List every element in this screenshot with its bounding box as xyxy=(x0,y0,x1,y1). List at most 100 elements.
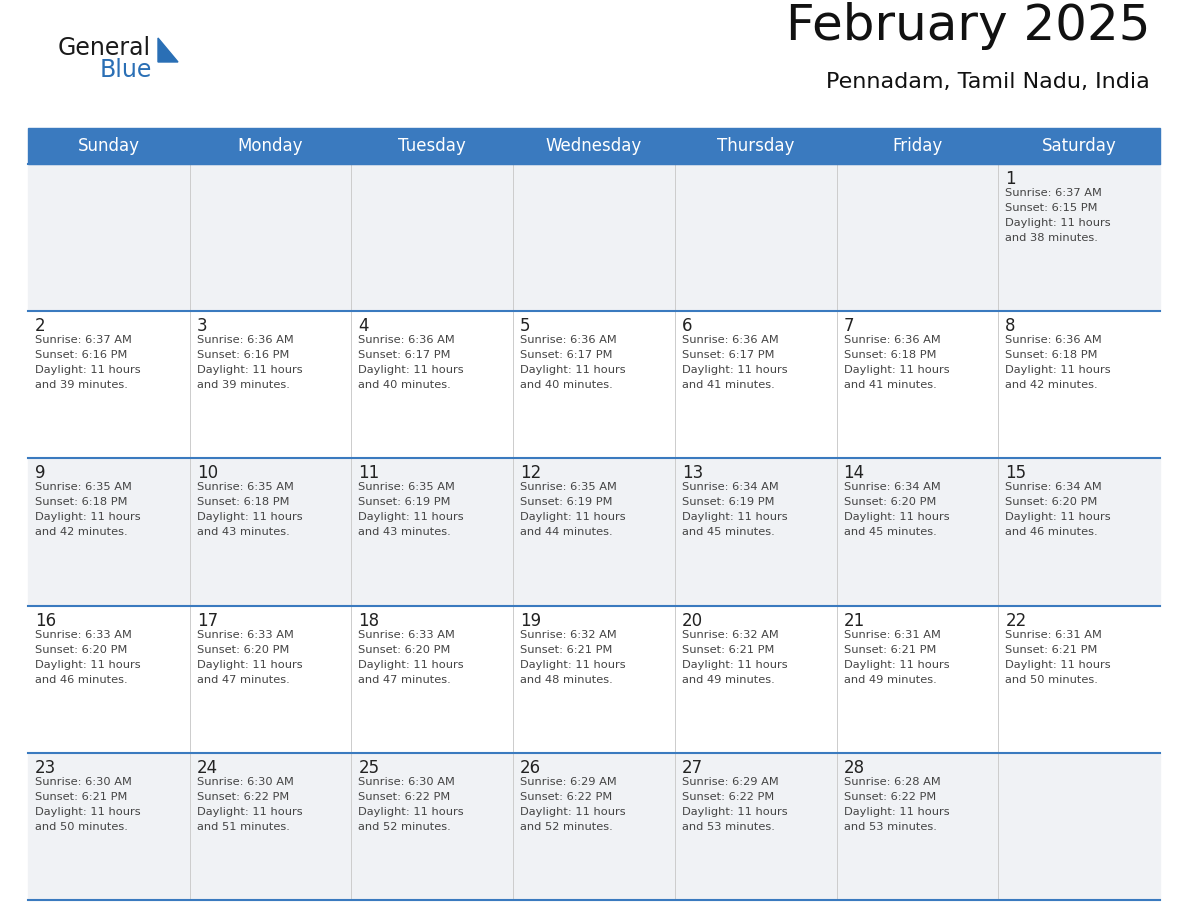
Text: Daylight: 11 hours: Daylight: 11 hours xyxy=(843,660,949,669)
Text: Daylight: 11 hours: Daylight: 11 hours xyxy=(359,512,465,522)
Text: Daylight: 11 hours: Daylight: 11 hours xyxy=(197,807,302,817)
Text: Sunrise: 6:34 AM: Sunrise: 6:34 AM xyxy=(843,482,941,492)
Text: and 44 minutes.: and 44 minutes. xyxy=(520,528,613,537)
Text: Sunday: Sunday xyxy=(78,137,140,155)
Text: 9: 9 xyxy=(34,465,45,482)
Text: Sunset: 6:17 PM: Sunset: 6:17 PM xyxy=(359,350,451,360)
Text: Tuesday: Tuesday xyxy=(398,137,466,155)
Text: 28: 28 xyxy=(843,759,865,777)
Text: Friday: Friday xyxy=(892,137,942,155)
Bar xyxy=(29,753,1159,900)
Text: Sunrise: 6:35 AM: Sunrise: 6:35 AM xyxy=(359,482,455,492)
Text: Sunset: 6:21 PM: Sunset: 6:21 PM xyxy=(843,644,936,655)
Text: Daylight: 11 hours: Daylight: 11 hours xyxy=(197,512,302,522)
Text: Daylight: 11 hours: Daylight: 11 hours xyxy=(843,807,949,817)
Text: Sunset: 6:22 PM: Sunset: 6:22 PM xyxy=(843,792,936,801)
Text: Sunset: 6:16 PM: Sunset: 6:16 PM xyxy=(197,350,289,360)
Text: 8: 8 xyxy=(1005,318,1016,335)
Text: 3: 3 xyxy=(197,318,208,335)
Text: and 42 minutes.: and 42 minutes. xyxy=(1005,380,1098,390)
Text: and 52 minutes.: and 52 minutes. xyxy=(520,822,613,832)
Text: Sunset: 6:21 PM: Sunset: 6:21 PM xyxy=(682,644,775,655)
Text: 10: 10 xyxy=(197,465,217,482)
Text: Sunset: 6:20 PM: Sunset: 6:20 PM xyxy=(359,644,450,655)
Text: and 46 minutes.: and 46 minutes. xyxy=(1005,528,1098,537)
Text: Daylight: 11 hours: Daylight: 11 hours xyxy=(197,660,302,669)
Text: Sunrise: 6:37 AM: Sunrise: 6:37 AM xyxy=(1005,188,1102,198)
Text: Sunset: 6:22 PM: Sunset: 6:22 PM xyxy=(682,792,775,801)
Text: Sunset: 6:20 PM: Sunset: 6:20 PM xyxy=(1005,498,1098,508)
Text: and 50 minutes.: and 50 minutes. xyxy=(34,822,128,832)
Text: and 43 minutes.: and 43 minutes. xyxy=(197,528,290,537)
Text: Sunset: 6:21 PM: Sunset: 6:21 PM xyxy=(34,792,127,801)
Text: 2: 2 xyxy=(34,318,45,335)
Text: Blue: Blue xyxy=(100,58,152,82)
Text: Sunset: 6:22 PM: Sunset: 6:22 PM xyxy=(520,792,612,801)
Text: 11: 11 xyxy=(359,465,380,482)
Text: and 45 minutes.: and 45 minutes. xyxy=(843,528,936,537)
Text: Sunrise: 6:29 AM: Sunrise: 6:29 AM xyxy=(682,777,778,787)
Text: 26: 26 xyxy=(520,759,542,777)
Text: 7: 7 xyxy=(843,318,854,335)
Text: 21: 21 xyxy=(843,611,865,630)
Bar xyxy=(29,128,1159,164)
Bar xyxy=(29,311,1159,458)
Text: Sunset: 6:22 PM: Sunset: 6:22 PM xyxy=(359,792,450,801)
Text: Daylight: 11 hours: Daylight: 11 hours xyxy=(520,807,626,817)
Text: Daylight: 11 hours: Daylight: 11 hours xyxy=(34,512,140,522)
Text: Daylight: 11 hours: Daylight: 11 hours xyxy=(682,365,788,375)
Text: Sunset: 6:21 PM: Sunset: 6:21 PM xyxy=(1005,644,1098,655)
Text: 19: 19 xyxy=(520,611,542,630)
Text: Sunrise: 6:36 AM: Sunrise: 6:36 AM xyxy=(197,335,293,345)
Text: Sunset: 6:18 PM: Sunset: 6:18 PM xyxy=(197,498,289,508)
Text: Sunset: 6:18 PM: Sunset: 6:18 PM xyxy=(1005,350,1098,360)
Text: Sunrise: 6:32 AM: Sunrise: 6:32 AM xyxy=(520,630,617,640)
Text: Daylight: 11 hours: Daylight: 11 hours xyxy=(34,807,140,817)
Text: Monday: Monday xyxy=(238,137,303,155)
Text: Daylight: 11 hours: Daylight: 11 hours xyxy=(520,365,626,375)
Text: Daylight: 11 hours: Daylight: 11 hours xyxy=(1005,218,1111,228)
Text: and 43 minutes.: and 43 minutes. xyxy=(359,528,451,537)
Text: Sunrise: 6:33 AM: Sunrise: 6:33 AM xyxy=(197,630,293,640)
Text: February 2025: February 2025 xyxy=(785,2,1150,50)
Text: Sunrise: 6:36 AM: Sunrise: 6:36 AM xyxy=(682,335,778,345)
Text: and 45 minutes.: and 45 minutes. xyxy=(682,528,775,537)
Text: Sunset: 6:21 PM: Sunset: 6:21 PM xyxy=(520,644,613,655)
Text: Saturday: Saturday xyxy=(1042,137,1117,155)
Text: 12: 12 xyxy=(520,465,542,482)
Text: Sunrise: 6:35 AM: Sunrise: 6:35 AM xyxy=(520,482,617,492)
Text: and 39 minutes.: and 39 minutes. xyxy=(197,380,290,390)
Text: Daylight: 11 hours: Daylight: 11 hours xyxy=(1005,660,1111,669)
Polygon shape xyxy=(158,38,178,62)
Text: Daylight: 11 hours: Daylight: 11 hours xyxy=(682,807,788,817)
Text: 18: 18 xyxy=(359,611,379,630)
Text: Daylight: 11 hours: Daylight: 11 hours xyxy=(843,512,949,522)
Text: Sunrise: 6:36 AM: Sunrise: 6:36 AM xyxy=(359,335,455,345)
Text: and 50 minutes.: and 50 minutes. xyxy=(1005,675,1098,685)
Text: Daylight: 11 hours: Daylight: 11 hours xyxy=(359,807,465,817)
Text: Sunrise: 6:33 AM: Sunrise: 6:33 AM xyxy=(34,630,132,640)
Text: and 49 minutes.: and 49 minutes. xyxy=(682,675,775,685)
Text: and 41 minutes.: and 41 minutes. xyxy=(843,380,936,390)
Text: and 40 minutes.: and 40 minutes. xyxy=(359,380,451,390)
Text: Sunset: 6:20 PM: Sunset: 6:20 PM xyxy=(843,498,936,508)
Text: and 48 minutes.: and 48 minutes. xyxy=(520,675,613,685)
Text: Sunrise: 6:30 AM: Sunrise: 6:30 AM xyxy=(359,777,455,787)
Text: and 39 minutes.: and 39 minutes. xyxy=(34,380,128,390)
Text: General: General xyxy=(58,36,151,60)
Text: and 46 minutes.: and 46 minutes. xyxy=(34,675,127,685)
Text: and 53 minutes.: and 53 minutes. xyxy=(682,822,775,832)
Text: and 51 minutes.: and 51 minutes. xyxy=(197,822,290,832)
Bar xyxy=(29,458,1159,606)
Text: Sunrise: 6:32 AM: Sunrise: 6:32 AM xyxy=(682,630,778,640)
Text: Daylight: 11 hours: Daylight: 11 hours xyxy=(520,660,626,669)
Text: Thursday: Thursday xyxy=(718,137,795,155)
Text: Daylight: 11 hours: Daylight: 11 hours xyxy=(1005,365,1111,375)
Text: Sunset: 6:22 PM: Sunset: 6:22 PM xyxy=(197,792,289,801)
Text: 1: 1 xyxy=(1005,170,1016,188)
Text: Sunrise: 6:34 AM: Sunrise: 6:34 AM xyxy=(1005,482,1102,492)
Text: Sunrise: 6:36 AM: Sunrise: 6:36 AM xyxy=(1005,335,1102,345)
Text: Sunset: 6:15 PM: Sunset: 6:15 PM xyxy=(1005,203,1098,213)
Text: 6: 6 xyxy=(682,318,693,335)
Text: Sunset: 6:20 PM: Sunset: 6:20 PM xyxy=(197,644,289,655)
